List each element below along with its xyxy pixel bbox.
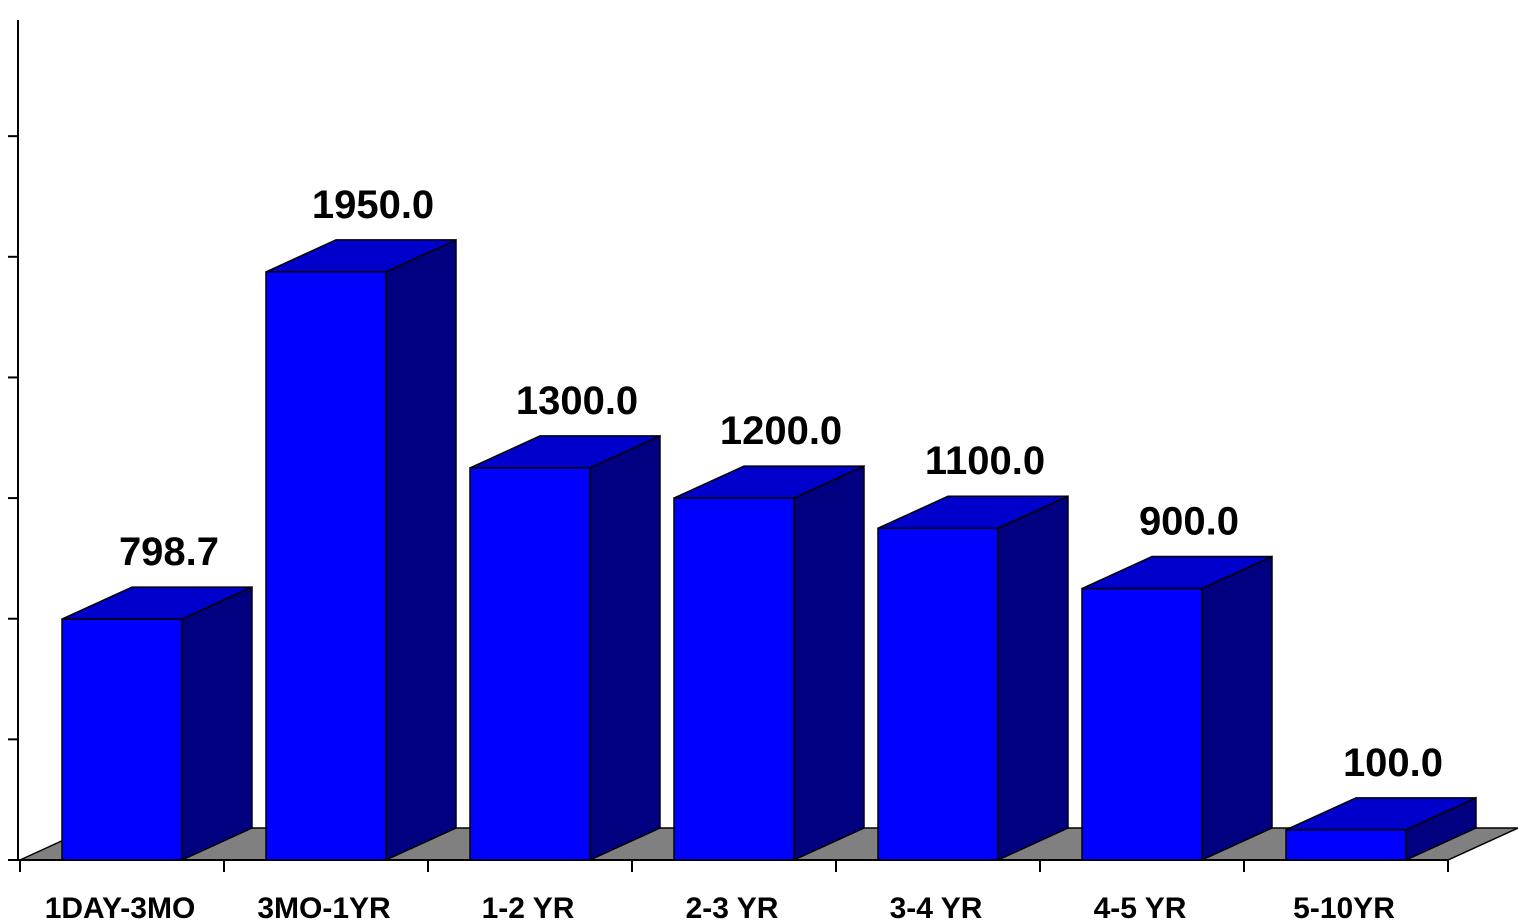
x-tick-label: 1DAY-3MO [45,892,196,923]
bar [265,238,457,862]
bar-side-face [793,464,865,862]
bar-side-face [1201,555,1273,862]
data-label: 1300.0 [516,379,638,423]
bar-side-face [997,495,1069,862]
x-tick-label: 5-10YR [1293,892,1395,923]
data-label: 1100.0 [925,439,1045,483]
bar [673,464,865,862]
bar [61,585,253,862]
bar-side-face [385,238,457,862]
x-axis [18,859,1449,872]
bar-front-face [1285,829,1407,861]
bar-front-face [673,497,795,861]
y-axis [8,20,19,861]
data-label: 1200.0 [720,409,842,453]
bar-front-face [469,467,591,861]
bar [1081,555,1273,862]
bar [469,434,661,862]
bar [877,495,1069,862]
bar-side-face [589,434,661,862]
data-label: 100.0 [1343,741,1443,785]
data-label: 1950.0 [312,183,434,227]
bar-front-face [61,618,183,861]
x-tick-labels: 1DAY-3MO 3MO-1YR 1-2 YR 2-3 YR 3-4 YR 4-5 YR 5… [45,892,1396,923]
x-tick-label: 4-5 YR [1094,892,1187,923]
bar [1285,796,1477,862]
bars [61,238,1477,862]
bar-side-face [181,585,253,862]
bar-front-face [1081,587,1203,861]
x-tick-label: 1-2 YR [482,892,575,923]
x-tick-label: 2-3 YR [686,892,779,923]
data-labels: 798.7 1950.0 1300.0 1200.0 1100.0 900.0 100.0 [119,183,1443,785]
x-tick-label: 3MO-1YR [257,892,391,923]
bar-front-face [877,527,999,861]
data-label: 798.7 [119,530,219,574]
x-tick-label: 3-4 YR [890,892,983,923]
bar-front-face [265,271,387,861]
data-label: 900.0 [1139,500,1239,544]
